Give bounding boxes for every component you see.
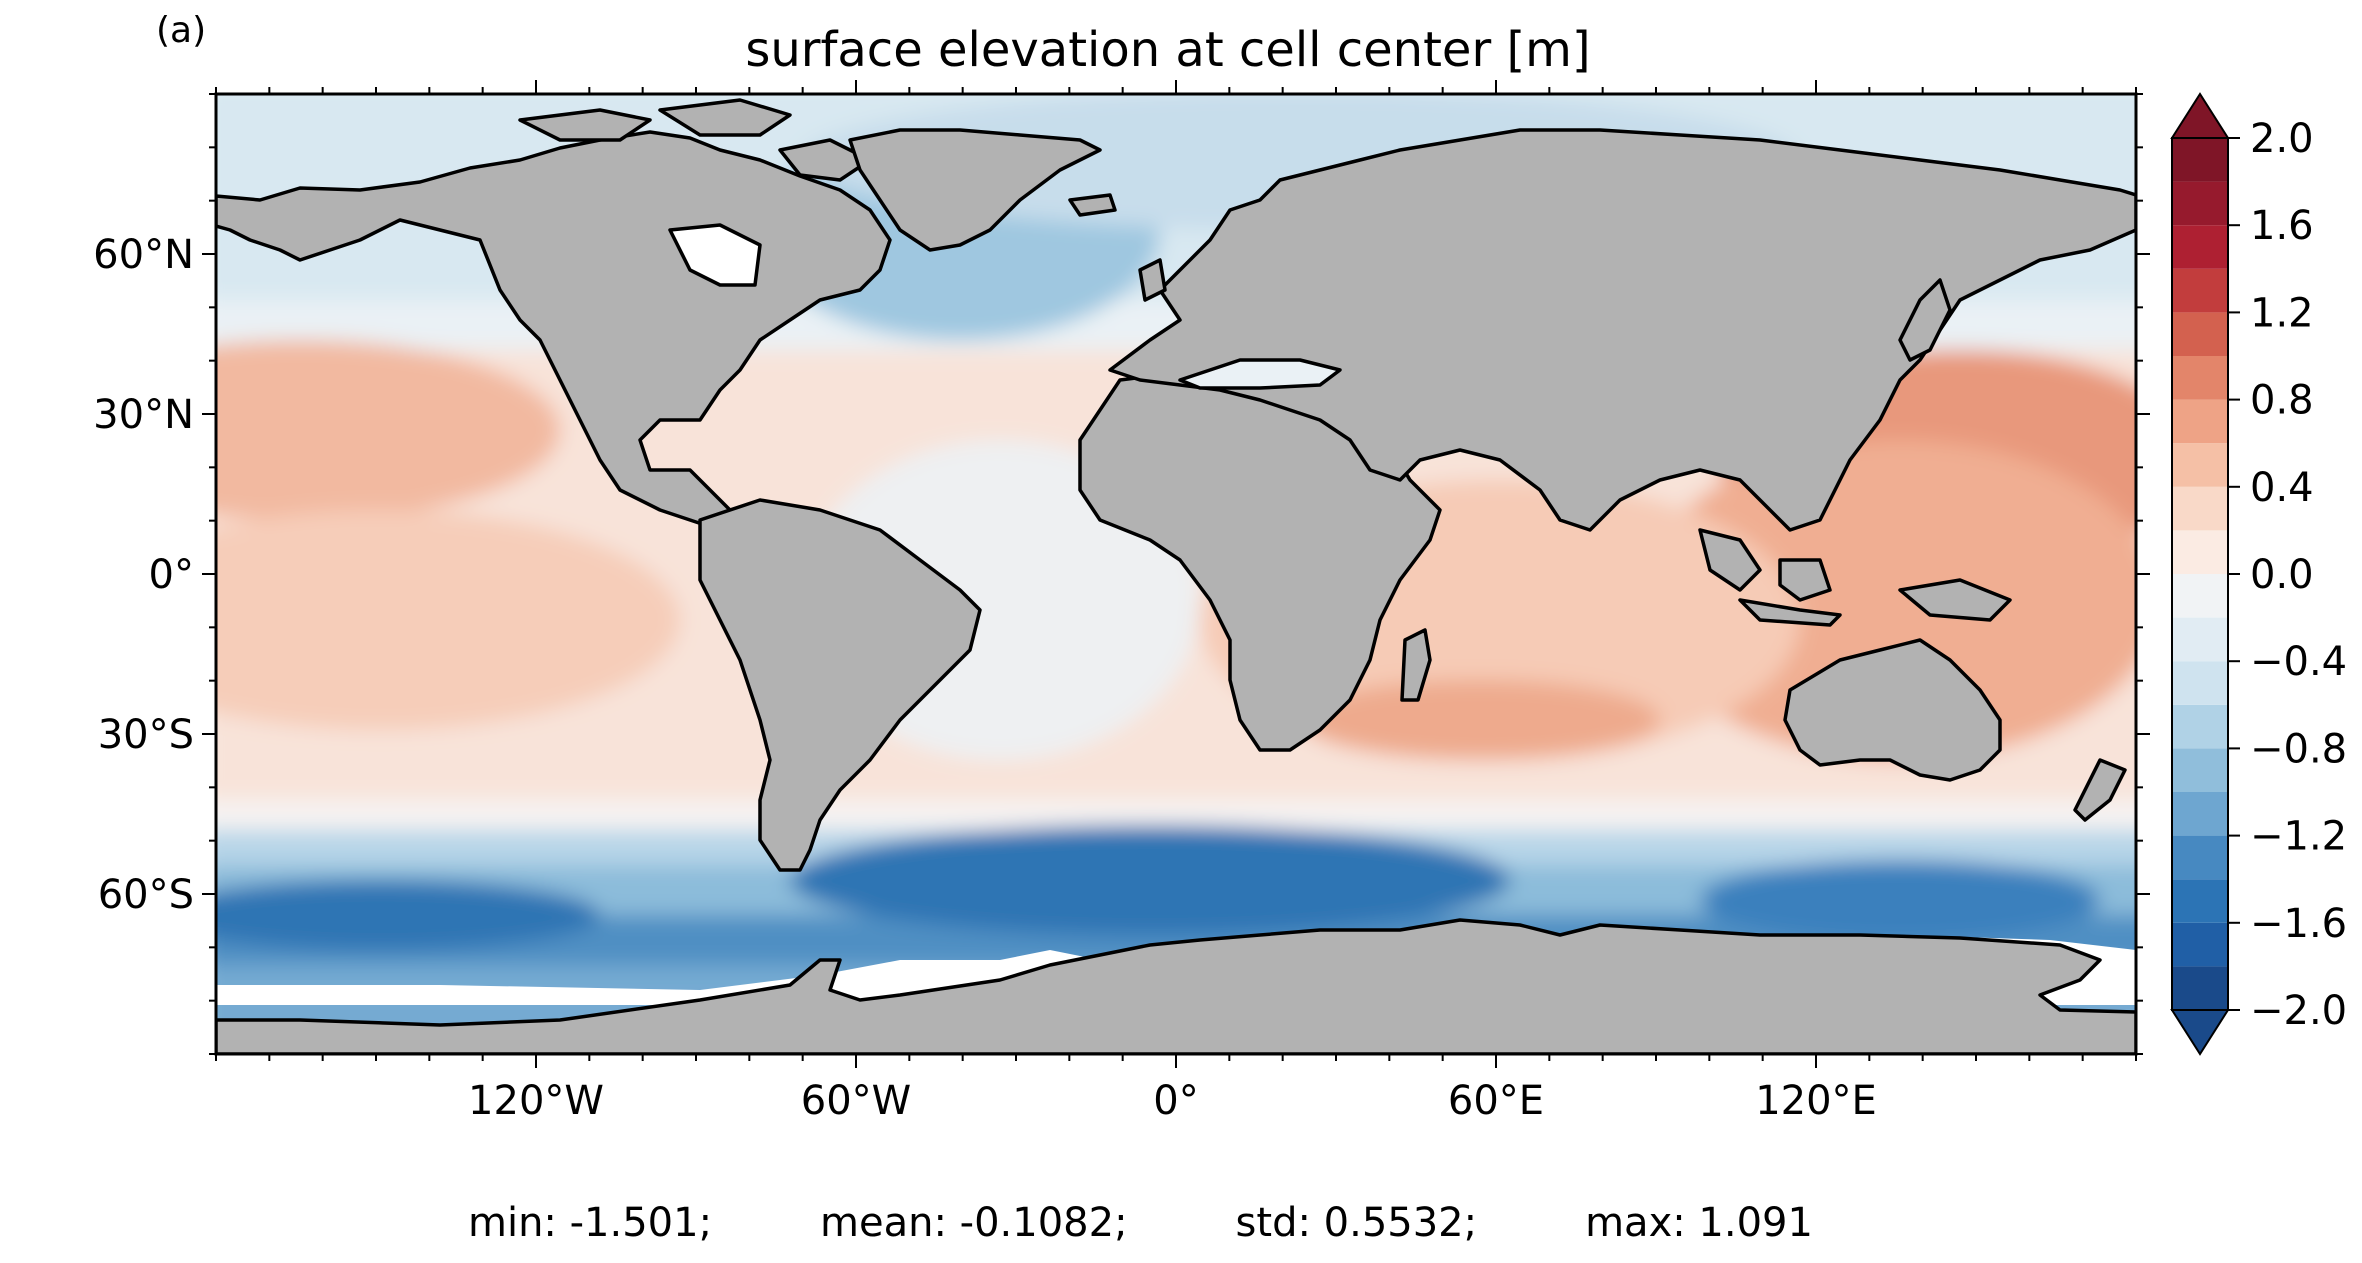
colorbar-tick-label: 0.0 (2250, 552, 2314, 598)
colorbar-segment (2172, 356, 2228, 400)
colorbar-segment (2172, 268, 2228, 313)
y-tick-label: 0° (149, 552, 194, 598)
chart-title: surface elevation at cell center [m] (745, 22, 1591, 78)
ocean-field (216, 94, 2136, 1054)
colorbar-segment (2172, 530, 2228, 574)
y-tick-label: 60°S (98, 872, 194, 918)
colorbar-segment (2172, 181, 2228, 226)
stat-std: std: 0.5532; (1235, 1200, 1478, 1246)
colorbar: 2.0 1.6 1.2 0.8 0.4 0.0 −0.4 −0.8 −1.2 −1.6 −2.0 (2170, 92, 2347, 1056)
colorbar-extend-max (2170, 92, 2230, 139)
x-tick-label: 120°E (1755, 1078, 1877, 1124)
colorbar-tick-label: −2.0 (2250, 988, 2347, 1034)
colorbar-segment (2172, 835, 2228, 880)
stats-line: min: -1.501; mean: -0.1082; std: 0.5532; ma… (468, 1200, 1813, 1246)
colorbar-segment (2172, 486, 2228, 531)
x-tick-label: 120°W (468, 1078, 604, 1124)
colorbar-segment (2172, 748, 2228, 792)
colorbar-tick-label: −0.4 (2250, 639, 2347, 685)
x-tick-label: 60°W (801, 1078, 911, 1124)
stat-min: min: -1.501; (468, 1200, 713, 1246)
colorbar-segment (2172, 792, 2228, 836)
y-tick-label: 30°S (98, 712, 194, 758)
colorbar-tick-label: 0.8 (2250, 378, 2314, 424)
colorbar-tick-label: 0.4 (2250, 465, 2314, 511)
colorbar-extend-min (2170, 1009, 2230, 1056)
panel-label: (a) (156, 10, 207, 51)
colorbar-tick-label: −0.8 (2250, 726, 2347, 772)
colorbar-segment (2172, 704, 2228, 749)
colorbar-segment (2172, 617, 2228, 662)
stat-mean: mean: -0.1082; (820, 1200, 1128, 1246)
colorbar-tick-label: 1.2 (2250, 290, 2314, 336)
colorbar-segment (2172, 138, 2228, 182)
x-tick-label: 60°E (1448, 1078, 1544, 1124)
colorbar-segment (2172, 443, 2228, 487)
stat-max: max: 1.091 (1585, 1200, 1813, 1246)
colorbar-segment (2172, 922, 2228, 967)
colorbar-segment (2172, 225, 2228, 269)
colorbar-segment (2172, 661, 2228, 705)
colorbar-tick-label: −1.2 (2250, 814, 2347, 860)
colorbar-tick-label: 2.0 (2250, 116, 2314, 162)
x-tick-label: 0° (1153, 1078, 1198, 1124)
colorbar-tick-label: 1.6 (2250, 203, 2314, 249)
colorbar-segment (2172, 966, 2228, 1010)
land-masses (216, 98, 2136, 1054)
colorbar-segment (2172, 312, 2228, 356)
colorbar-segment (2172, 399, 2228, 444)
axis-layer: 120°W 60°W 0° 60°E 120°E 60°N 30°N 0° 30°S 60°S (93, 80, 2150, 1124)
y-tick-label: 30°N (93, 392, 194, 438)
colorbar-tick-label: −1.6 (2250, 901, 2347, 947)
colorbar-segment (2172, 879, 2228, 923)
y-tick-label: 60°N (93, 232, 194, 278)
colorbar-segment (2172, 574, 2228, 618)
